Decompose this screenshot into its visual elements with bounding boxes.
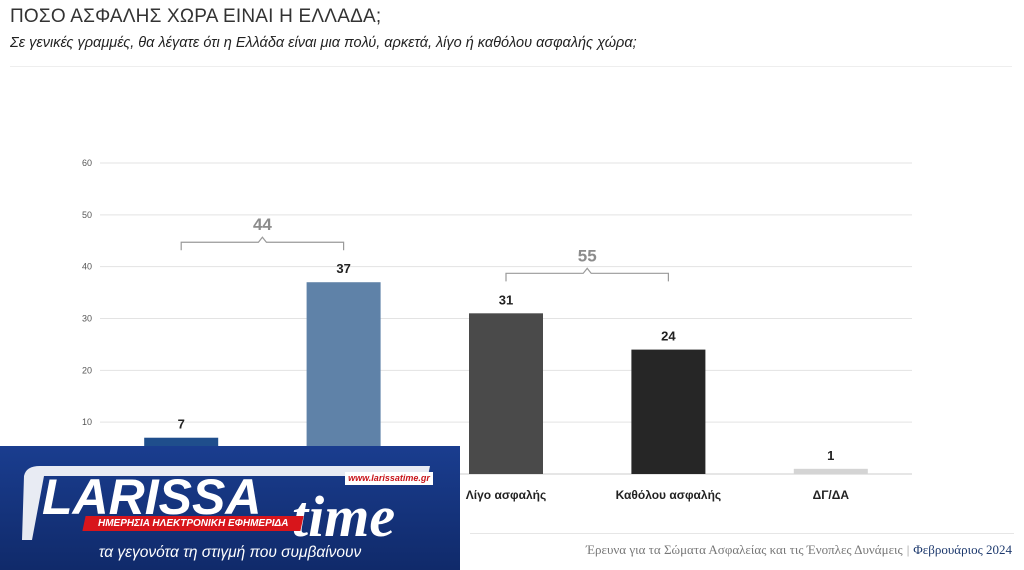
chart-title: ΠΟΣΟ ΑΣΦΑΛΗΣ ΧΩΡΑ ΕΙΝΑΙ Η ΕΛΛΑΔΑ; bbox=[10, 6, 382, 27]
group-bracket bbox=[505, 267, 669, 282]
logo-url: www.larissatime.gr bbox=[345, 472, 433, 485]
y-tick-label: 40 bbox=[82, 262, 92, 272]
logo-name-main: LARISSA bbox=[42, 469, 261, 525]
bar-value-label: 37 bbox=[336, 261, 350, 276]
bar-value-label: 31 bbox=[499, 292, 513, 307]
x-category-label: ΔΓ/ΔΑ bbox=[813, 488, 850, 502]
bar-value-label: 24 bbox=[661, 329, 676, 344]
bar bbox=[793, 468, 868, 474]
logo-strip: ΗΜΕΡΗΣΙΑ ΗΛΕΚΤΡΟΝΙΚΗ ΕΦΗΜΕΡΙΔΑ bbox=[82, 516, 304, 531]
footer-separator: | bbox=[906, 542, 910, 557]
y-tick-label: 10 bbox=[82, 417, 92, 427]
logo-name-script: time bbox=[292, 484, 395, 549]
chart-subtitle: Σε γενικές γραμμές, θα λέγατε ότι η Ελλά… bbox=[10, 35, 637, 51]
group-total-label: 55 bbox=[578, 246, 597, 265]
y-tick-label: 20 bbox=[82, 365, 92, 375]
larissatime-logo: LARISSA time www.larissatime.gr ΗΜΕΡΗΣΙΑ… bbox=[0, 446, 460, 570]
footer-divider bbox=[470, 533, 1014, 534]
footer-source: Έρευνα για τα Σώματα Ασφαλείας και τις Έ… bbox=[586, 542, 1012, 558]
x-category-label: Καθόλου ασφαλής bbox=[616, 488, 722, 502]
logo-tagline: τα γεγονότα τη στιγμή που συμβαίνουν bbox=[98, 544, 362, 561]
group-bracket bbox=[180, 236, 345, 251]
footer-date: Φεβρουάριος 2024 bbox=[913, 542, 1012, 557]
y-tick-label: 60 bbox=[82, 158, 92, 168]
bar-value-label: 1 bbox=[827, 448, 834, 463]
bar-value-label: 7 bbox=[178, 417, 185, 432]
bar bbox=[631, 349, 706, 474]
y-tick-label: 30 bbox=[82, 314, 92, 324]
logo-strip-text: ΗΜΕΡΗΣΙΑ ΗΛΕΚΤΡΟΝΙΚΗ ΕΦΗΜΕΡΙΔΑ bbox=[97, 518, 289, 529]
x-category-label: Λίγο ασφαλής bbox=[466, 488, 546, 502]
header-divider bbox=[10, 66, 1012, 67]
bar bbox=[469, 313, 543, 474]
y-tick-label: 50 bbox=[82, 210, 92, 220]
group-total-label: 44 bbox=[253, 215, 272, 234]
footer-source-text: Έρευνα για τα Σώματα Ασφαλείας και τις Έ… bbox=[586, 542, 903, 557]
bar bbox=[306, 282, 381, 474]
